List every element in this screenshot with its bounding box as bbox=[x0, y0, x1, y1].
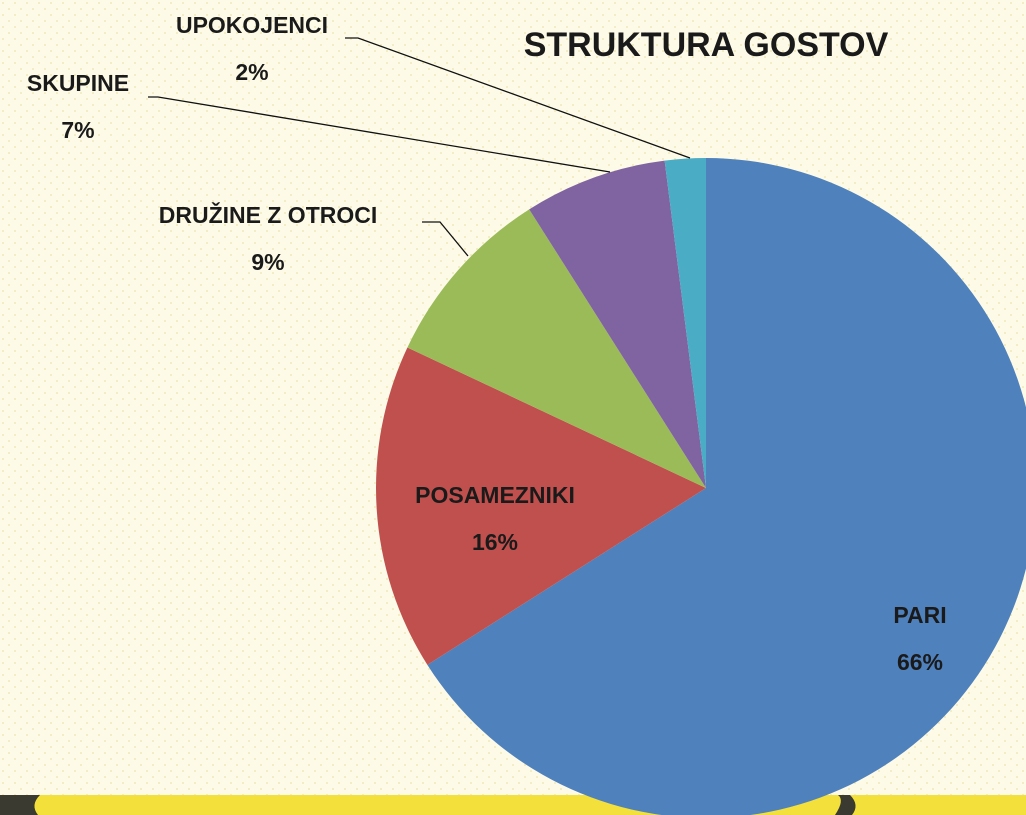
slice-value-label: 16% bbox=[472, 529, 518, 555]
slice-label: PARI bbox=[893, 602, 946, 628]
chart-title: STRUKTURA GOSTOV bbox=[524, 26, 889, 64]
chart: STRUKTURA GOSTOV PARI 66% POSAMEZNIKI 16% DR… bbox=[0, 0, 1026, 815]
bottom-strip bbox=[0, 795, 1026, 815]
decoration bbox=[0, 795, 40, 815]
slice-label: UPOKOJENCI bbox=[176, 12, 328, 38]
slice-label: SKUPINE bbox=[27, 70, 129, 96]
page: STRUKTURA GOSTOV PARI 66% POSAMEZNIKI 16% DR… bbox=[0, 0, 1026, 815]
slice-value-label: 66% bbox=[897, 649, 943, 675]
slice-value-label: 9% bbox=[251, 249, 284, 275]
slice-value-label: 7% bbox=[61, 117, 94, 143]
slice-label: POSAMEZNIKI bbox=[415, 482, 575, 508]
slice-value-label: 2% bbox=[235, 59, 268, 85]
slice-label: DRUŽINE Z OTROCI bbox=[159, 201, 378, 228]
